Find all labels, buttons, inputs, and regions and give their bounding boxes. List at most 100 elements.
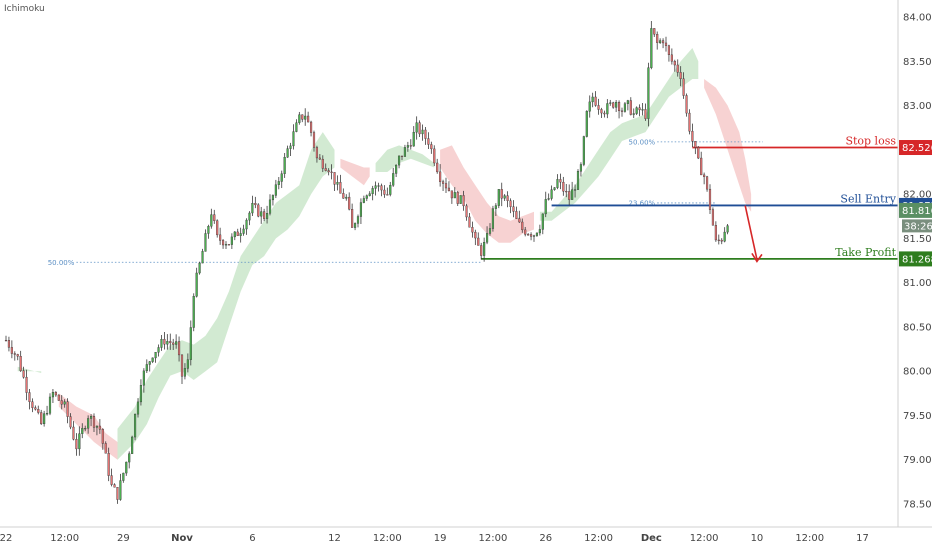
x-tick-label: 12:00 (479, 533, 508, 544)
candle-down (653, 28, 656, 35)
candle-up (154, 352, 157, 359)
candle-up (128, 453, 131, 463)
y-tick-label: 80.500 (903, 322, 932, 333)
candle-up (201, 251, 204, 264)
candle-up (647, 67, 650, 119)
candle-down (342, 193, 345, 199)
candle-up (371, 188, 374, 194)
candle-up (591, 96, 594, 103)
candle-up (84, 428, 87, 430)
x-tick-label: 22 (0, 533, 12, 544)
trade-levels: Stop loss Sell Entry Take Profit (481, 135, 898, 260)
candle-down (691, 130, 694, 142)
candle-up (585, 111, 588, 137)
candle-up (139, 385, 143, 403)
candle-down (700, 157, 703, 176)
candle-up (89, 416, 93, 419)
candle-up (224, 244, 228, 246)
candle-down (16, 354, 19, 357)
candle-up (547, 198, 550, 200)
candle-down (667, 45, 671, 56)
candle-up (459, 195, 462, 204)
candle-down (697, 147, 700, 159)
level-tag-bg-profit (899, 251, 932, 267)
level-name-stop: Stop loss (845, 135, 896, 148)
ichimoku-cloud (17, 48, 752, 460)
cloud-segment-bear (440, 145, 534, 243)
candle-up (650, 28, 653, 68)
candle-down (620, 110, 624, 112)
sell-arrow-shaft (744, 205, 758, 260)
candle-down (673, 61, 676, 66)
candle-down (447, 187, 451, 191)
candle-up (588, 101, 591, 112)
candle-down (324, 168, 327, 171)
candle-down (327, 170, 330, 173)
candle-down (500, 189, 503, 199)
candle-up (136, 401, 140, 415)
candle-up (368, 193, 371, 196)
candle-up (353, 223, 357, 228)
candle-down (717, 239, 720, 241)
candle-down (456, 192, 459, 204)
y-tick-label: 80.000 (903, 367, 932, 378)
candle-down (509, 200, 512, 207)
candle-down (110, 475, 113, 485)
candle-down (670, 54, 673, 62)
candle-up (659, 40, 662, 43)
candle-up (51, 392, 55, 398)
candle-up (265, 213, 269, 219)
candle-down (409, 145, 412, 147)
candle-up (239, 233, 242, 236)
candle-up (532, 235, 536, 237)
candle-down (714, 225, 717, 241)
candle-up (295, 122, 298, 132)
level-name-entry: Sell Entry (840, 192, 896, 205)
candle-down (263, 211, 266, 219)
candle-up (503, 195, 506, 199)
time-axis: 22 12:00 29 Nov 6 12 12:00 19 12:00 26 12:00 Dec 12:… (0, 533, 869, 544)
level-name-profit: Take Profit (835, 246, 896, 259)
candle-up (133, 413, 137, 438)
candle-up (345, 196, 348, 199)
candle-down (13, 353, 16, 355)
candle-up (292, 131, 295, 147)
candle-down (216, 220, 219, 236)
candle-up (274, 184, 277, 196)
candle-up (576, 171, 580, 190)
indicator-label: Ichimoku (4, 4, 45, 14)
current-price-bg (899, 202, 932, 218)
candle-up (148, 361, 151, 365)
candle-up (63, 401, 66, 405)
y-tick-label: 83.000 (903, 101, 932, 112)
y-tick-label: 81.500 (903, 234, 932, 245)
candle-up (415, 122, 418, 133)
candle-down (617, 102, 621, 112)
candle-down (101, 429, 104, 444)
candle-down (69, 416, 72, 428)
candle-down (638, 107, 641, 111)
candle-up (304, 115, 307, 120)
countdown-bg (902, 219, 932, 233)
y-tick-label: 84.000 (903, 13, 932, 24)
x-tick-label: 12:00 (584, 533, 613, 544)
fib-label: 50.00% (48, 259, 75, 267)
candle-down (318, 157, 321, 160)
candle-up (151, 357, 154, 362)
price-axis: 84.00083.50083.00082.50082.00081.50081.0… (0, 0, 932, 528)
y-tick-label: 79.500 (903, 411, 932, 422)
candle-up (87, 418, 90, 429)
candle-up (412, 131, 415, 147)
candle-down (705, 176, 709, 190)
candle-down (450, 190, 453, 199)
candle-down (301, 114, 304, 120)
candle-up (635, 107, 638, 114)
candle-up (623, 103, 627, 112)
candle-up (609, 102, 612, 104)
candle-up (362, 198, 365, 203)
candle-down (333, 172, 336, 185)
candle-up (579, 164, 583, 172)
candle-up (538, 229, 541, 234)
candle-down (427, 138, 430, 145)
